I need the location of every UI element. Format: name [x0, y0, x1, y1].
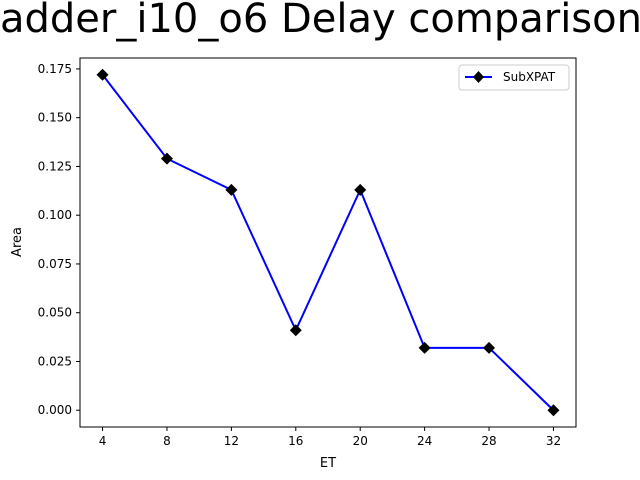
legend-label-subxpat: SubXPAT	[503, 70, 556, 84]
x-axis-label: ET	[320, 456, 336, 471]
legend: SubXPAT	[458, 64, 570, 91]
x-tick-label: 12	[224, 434, 239, 448]
data-point-marker	[96, 68, 109, 81]
series-line	[101, 74, 555, 411]
x-tick-label: 20	[353, 434, 368, 448]
data-point-marker	[289, 324, 302, 337]
legend-marker-diamond	[473, 71, 484, 83]
data-point-marker	[354, 183, 367, 196]
x-tick-label: 8	[163, 434, 171, 448]
y-tick-label: 0.125	[38, 159, 72, 173]
y-tick-label: 0.025	[38, 354, 72, 368]
chart-title: adder_i10_o6 Delay comparison	[0, 0, 640, 42]
y-tick-label: 0.075	[38, 257, 72, 271]
series-layer	[96, 68, 560, 417]
x-tick-label: 32	[546, 434, 561, 448]
y-tick-label: 0.175	[38, 62, 72, 76]
data-point-marker	[160, 152, 173, 165]
data-point-marker	[483, 341, 496, 354]
plot-area	[80, 58, 576, 427]
legend-box	[458, 64, 570, 91]
y-tick-label: 0.000	[38, 403, 72, 417]
plot-frame	[79, 57, 577, 428]
y-axis-ticks: 0.000 0.025 0.050 0.075 0.100 0.125 0.150 0.175	[38, 62, 80, 417]
x-tick-label: 24	[417, 434, 432, 448]
x-axis-ticks: 4 8 12 16 20 24 28 32	[99, 427, 561, 448]
x-tick-label: 16	[288, 434, 303, 448]
x-tick-label: 4	[99, 434, 107, 448]
y-tick-label: 0.050	[38, 306, 72, 320]
data-point-marker	[547, 404, 560, 417]
y-tick-label: 0.150	[38, 111, 72, 125]
data-point-marker	[225, 183, 238, 196]
y-axis-label: Area	[10, 227, 25, 257]
data-point-marker	[418, 341, 431, 354]
x-tick-label: 28	[481, 434, 496, 448]
y-tick-label: 0.100	[38, 208, 72, 222]
